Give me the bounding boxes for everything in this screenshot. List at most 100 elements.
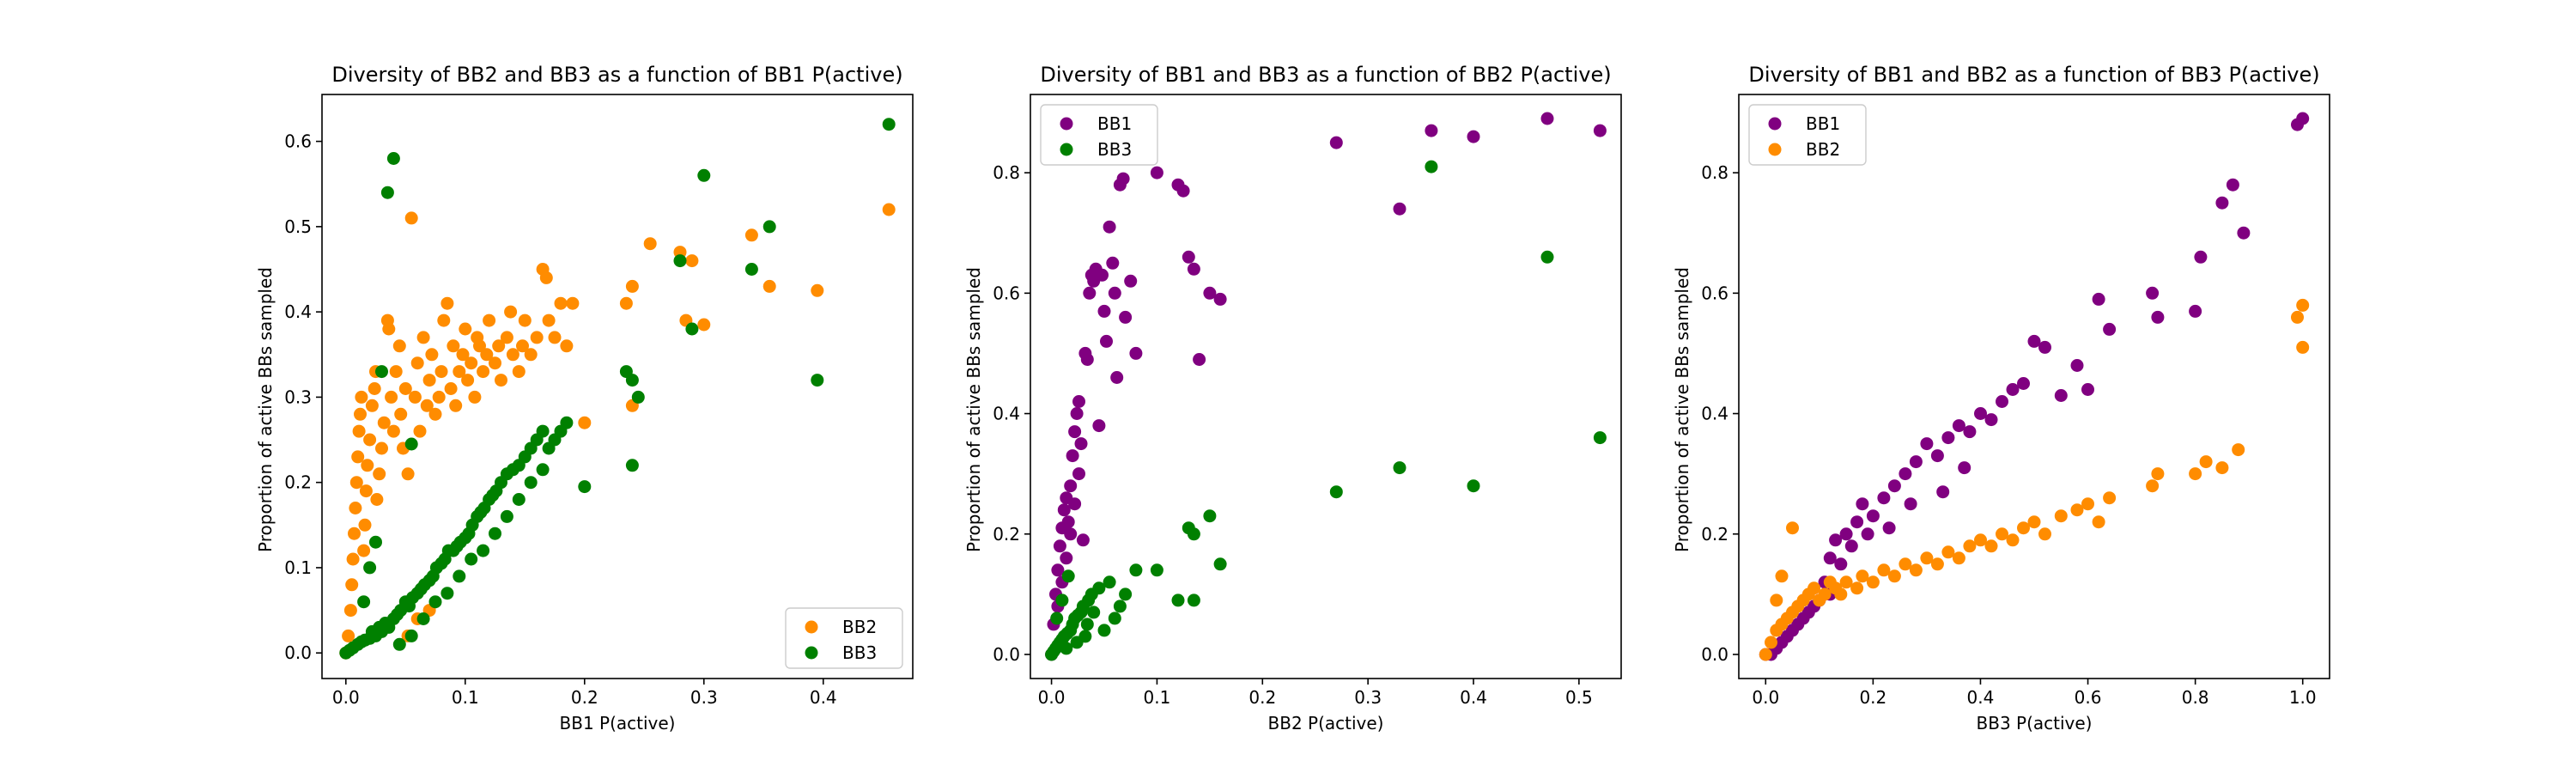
chart-1-bb2-point (449, 399, 463, 412)
chart-1-bb2-point (365, 399, 379, 412)
chart-3-bb2-point (1963, 539, 1977, 553)
chart-2-bb1-point (1150, 166, 1163, 180)
chart-1-bb3-point (762, 220, 776, 234)
chart-3-bb2-point (1877, 563, 1891, 577)
chart-3-bb1-point (1829, 533, 1843, 547)
chart-1-bb3-point (428, 595, 442, 609)
chart-3-legend-marker-bb1 (1768, 117, 1782, 131)
chart-3-ytick-label: 0.6 (1701, 283, 1728, 303)
chart-panel-1: Diversity of BB2 and BB3 as a function o… (255, 63, 914, 733)
chart-3-bb1-point (2103, 322, 2117, 336)
chart-3-bb2-point (1786, 521, 1799, 535)
chart-3-bb1-point (1882, 521, 1896, 535)
chart-3-ytick-label: 0.8 (1701, 162, 1728, 183)
chart-3-xtick-label: 0.2 (1859, 687, 1886, 708)
chart-1-bb2-point (477, 365, 490, 379)
chart-2-bb1-point (1213, 292, 1227, 306)
chart-1-bb3-point (882, 118, 896, 131)
chart-1-bb3-point (811, 374, 824, 387)
chart-3-bb1-point (1952, 419, 1965, 433)
chart-3-xtick-label: 1.0 (2289, 687, 2317, 708)
chart-3-bb2-point (1941, 545, 1955, 559)
chart-1-bb2-point (459, 322, 472, 336)
chart-1-bb3-point (489, 526, 501, 540)
chart-3-bb1-point (2081, 383, 2094, 396)
chart-2-bb3-point (1329, 485, 1343, 499)
chart-2-bb1-point (1393, 202, 1406, 216)
chart-3-legend-label-bb2: BB2 (1806, 139, 1840, 160)
chart-3-bb2-point (2081, 497, 2094, 511)
chart-3-bb2-point (2189, 467, 2202, 481)
chart-2-bb1-point (1060, 551, 1073, 565)
chart-2-xtick-label: 0.3 (1354, 687, 1382, 708)
chart-1-bb2-point (404, 211, 418, 225)
chart-2-ytick-label: 0.2 (993, 524, 1020, 545)
chart-3-bb2-point (1974, 533, 1987, 547)
chart-3-bb1-point (2194, 250, 2208, 264)
chart-1-bb2-point (500, 331, 513, 344)
chart-3-legend-label-bb1: BB1 (1806, 113, 1840, 134)
chart-3-bb1-point (2215, 196, 2229, 210)
chart-3-bb1-point (1984, 413, 1998, 427)
chart-1-bb2-point (495, 374, 507, 387)
chart-1-bb3-point (404, 437, 418, 451)
chart-3-bb2-point (1887, 569, 1901, 583)
chart-2-bb3-point (1129, 563, 1143, 577)
chart-3-bb1-point (1909, 455, 1923, 469)
chart-1-bb2-point (373, 467, 386, 481)
chart-3-bb2-point (1920, 551, 1934, 565)
chart-2-bb3-point (1092, 581, 1106, 595)
chart-3-bb1-point (1887, 479, 1901, 493)
chart-3-bb1-point (2027, 334, 2041, 348)
chart-2-bb1-point (1064, 479, 1078, 493)
chart-3-bb1-point (1866, 509, 1880, 523)
chart-3-ylabel: Proportion of active BBs sampled (1672, 267, 1692, 552)
chart-panel-3: Diversity of BB1 and BB2 as a function o… (1672, 63, 2330, 733)
chart-1-bb3-point (465, 552, 478, 566)
chart-3-bb1-point (2151, 310, 2165, 324)
chart-1-bb3-point (392, 637, 406, 651)
chart-1-bb2-point (566, 296, 580, 310)
chart-1-axes-frame (321, 94, 914, 679)
chart-2-bb1-point (1061, 515, 1075, 529)
chart-1-bb2-point (578, 416, 592, 429)
chart-3-xtick-label: 0.8 (2182, 687, 2209, 708)
chart-1-bb3-point (477, 544, 490, 557)
chart-3-bb2-point (1839, 575, 1853, 589)
chart-1-bb2-point (370, 493, 384, 506)
chart-3-bb2-point (1899, 557, 1912, 571)
chart-1-bb2-point (643, 237, 657, 251)
chart-1-bb2-point (408, 390, 422, 404)
chart-2-bb3-point (1213, 557, 1227, 571)
chart-3-bb2-point (1818, 587, 1832, 601)
chart-3-bb1-point (1920, 437, 1934, 451)
chart-2-bb1-point (1100, 334, 1113, 348)
chart-3-bb2-point (1759, 648, 1772, 661)
chart-panel-2: Diversity of BB1 and BB3 as a function o… (963, 63, 1622, 733)
chart-2-bb1-point (1329, 136, 1343, 149)
chart-3-bb2-point (1770, 593, 1783, 607)
chart-3-ytick-label: 0.0 (1701, 644, 1728, 665)
chart-1-bb3-point (536, 424, 550, 438)
chart-1-bb2-point (377, 416, 391, 429)
chart-1-bb2-point (355, 390, 368, 404)
chart-1-bb2-point (697, 318, 711, 332)
chart-2-bb1-point (1072, 395, 1085, 408)
chart-3-bb1-point (2070, 359, 2084, 372)
chart-1-bb2-point (348, 526, 361, 540)
chart-1-bb3-point (357, 595, 371, 609)
chart-1-bb2-point (343, 604, 357, 618)
chart-2-bb1-point (1193, 353, 1206, 366)
chart-2-bb1-point (1182, 250, 1195, 264)
chart-1-bb2-point (416, 331, 430, 344)
chart-3-bb2-point (2006, 533, 2020, 547)
chart-2-bb1-point (1124, 274, 1138, 288)
chart-1-legend-label-bb3: BB3 (842, 642, 877, 663)
chart-1-legend-marker-bb2 (805, 620, 818, 634)
chart-2-bb1-point (1092, 419, 1106, 433)
chart-3-bb1-point (1839, 527, 1853, 541)
chart-2-bb1-point (1066, 449, 1079, 463)
chart-1-xtick-label: 0.0 (332, 687, 360, 708)
chart-1-bb3-point (363, 561, 377, 575)
